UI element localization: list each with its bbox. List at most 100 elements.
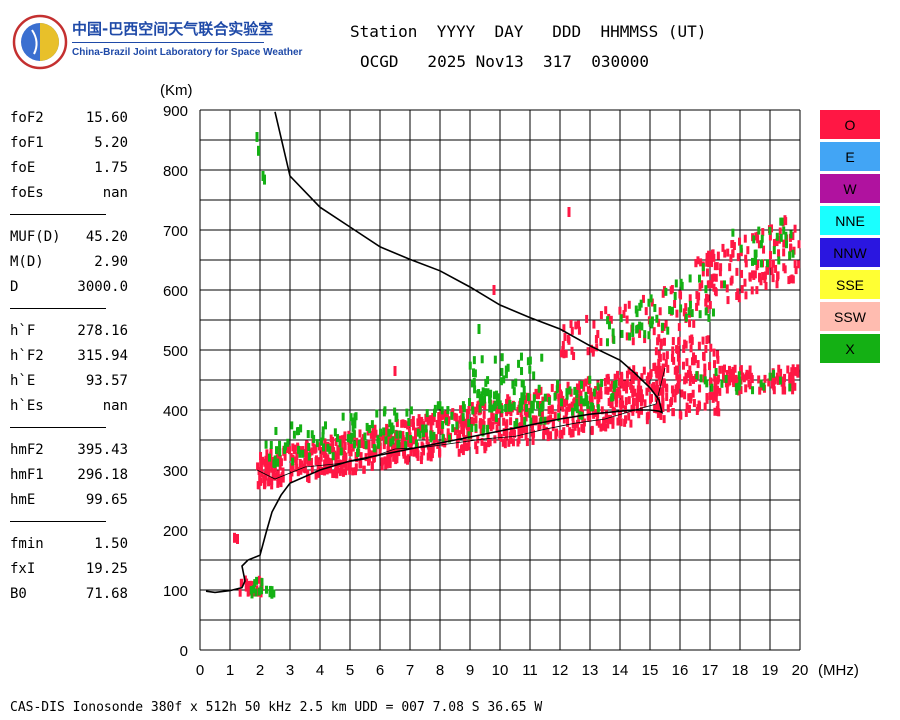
echo-point xyxy=(793,259,797,268)
echo-point xyxy=(670,285,674,294)
echo-point xyxy=(737,387,741,396)
param-row: h`F2 315.94 xyxy=(10,346,140,371)
echo-point xyxy=(525,425,529,434)
echo-point xyxy=(687,404,691,413)
echo-point xyxy=(789,275,793,284)
echo-point xyxy=(648,318,652,327)
echo-point xyxy=(531,436,535,445)
param-name: MUF(D) xyxy=(10,229,61,245)
echo-point xyxy=(348,458,352,467)
echo-point xyxy=(269,447,273,456)
echo-point xyxy=(306,469,310,478)
echo-point xyxy=(683,391,687,400)
echo-point xyxy=(579,402,583,411)
echo-point xyxy=(259,451,263,460)
echo-point xyxy=(336,465,340,474)
echo-point xyxy=(763,374,767,383)
echo-point xyxy=(520,396,524,405)
echo-point xyxy=(748,273,752,282)
echo-point xyxy=(460,405,464,414)
echo-point xyxy=(765,266,769,275)
echo-point xyxy=(697,341,701,350)
echo-point xyxy=(319,437,323,446)
echo-point xyxy=(472,356,476,365)
echo-point xyxy=(547,397,551,406)
echo-point xyxy=(546,428,550,437)
echo-point xyxy=(655,380,659,389)
param-name: fxI xyxy=(10,561,36,577)
echo-point xyxy=(783,215,787,224)
echo-point xyxy=(310,430,314,439)
echo-point xyxy=(517,435,521,444)
echo-point xyxy=(295,463,299,472)
echo-point xyxy=(338,439,342,448)
echo-point xyxy=(537,384,541,393)
echo-point xyxy=(270,464,274,473)
echo-point xyxy=(573,386,577,395)
echo-point xyxy=(723,249,727,258)
echo-point xyxy=(524,403,528,412)
echo-point xyxy=(719,263,723,272)
echo-point xyxy=(616,417,620,426)
echo-point xyxy=(716,374,720,383)
echo-point xyxy=(270,586,274,595)
echo-point xyxy=(679,291,683,300)
echo-point xyxy=(735,376,739,385)
echo-point xyxy=(671,337,675,346)
echo-point xyxy=(600,378,604,387)
echo-point xyxy=(557,413,561,422)
echo-point xyxy=(522,425,526,434)
param-name: hmF2 xyxy=(10,442,44,458)
mode-legend: O E W NNE NNW SSE SSW X xyxy=(820,110,880,366)
echo-point xyxy=(486,376,490,385)
echo-point xyxy=(752,235,756,244)
echo-point xyxy=(761,228,765,237)
echo-point xyxy=(562,350,566,359)
echo-point xyxy=(706,294,710,303)
echo-point xyxy=(263,481,267,490)
echo-point xyxy=(725,385,729,394)
echo-point xyxy=(417,414,421,423)
echo-point xyxy=(673,394,677,403)
echo-point xyxy=(352,429,356,438)
echo-point xyxy=(575,398,579,407)
echo-point xyxy=(451,424,455,433)
echo-point xyxy=(731,239,735,248)
echo-point xyxy=(652,327,656,336)
echo-point xyxy=(299,424,303,433)
x-tick-label: 11 xyxy=(522,662,538,679)
echo-point xyxy=(630,371,634,380)
echo-point xyxy=(295,427,299,436)
echo-point xyxy=(276,479,280,488)
x-tick-label: 14 xyxy=(612,662,629,679)
echo-point xyxy=(606,420,610,429)
echo-point xyxy=(584,378,588,387)
echo-point xyxy=(575,405,579,414)
echo-point xyxy=(725,369,729,378)
echo-point xyxy=(342,447,346,456)
echo-point xyxy=(614,379,618,388)
echo-point xyxy=(471,417,475,426)
echo-point xyxy=(737,371,741,380)
echo-point xyxy=(400,437,404,446)
echo-point xyxy=(753,256,757,265)
echo-point xyxy=(662,352,666,361)
echo-point xyxy=(549,414,553,423)
echo-point xyxy=(481,397,485,406)
param-name: B0 xyxy=(10,586,27,602)
echo-point xyxy=(704,344,708,353)
echo-point xyxy=(502,417,506,426)
echo-point xyxy=(321,432,325,441)
echo-point xyxy=(586,406,590,415)
echo-point xyxy=(657,362,661,371)
echo-point xyxy=(623,303,627,312)
echo-point xyxy=(653,404,657,413)
echo-point xyxy=(755,231,759,240)
echo-point xyxy=(577,427,581,436)
echo-point xyxy=(689,373,693,382)
echo-point xyxy=(631,337,635,346)
echo-point xyxy=(309,457,313,466)
echo-point xyxy=(654,347,658,356)
echo-point xyxy=(566,334,570,343)
echo-point xyxy=(753,249,757,258)
